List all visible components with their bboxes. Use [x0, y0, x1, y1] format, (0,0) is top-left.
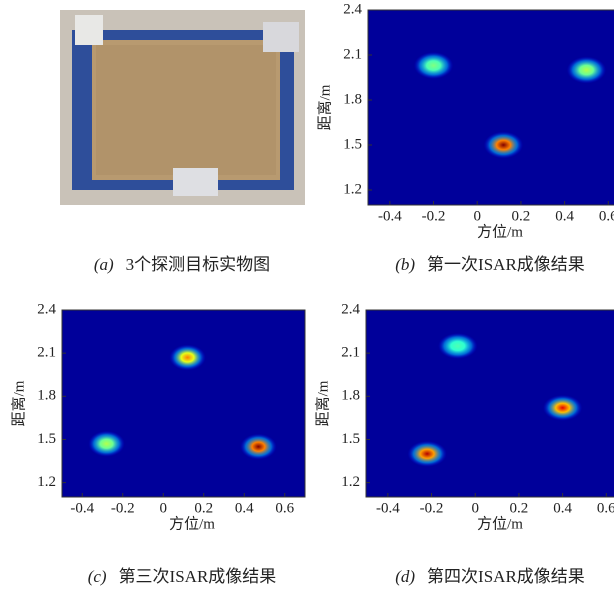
y-tick-label: 2.4	[343, 1, 362, 17]
spot	[240, 433, 277, 460]
spot	[542, 394, 583, 421]
x-tick-label: 0.4	[235, 500, 254, 516]
x-tick-label: -0.2	[111, 500, 135, 516]
x-tick-label: 0	[160, 500, 168, 516]
plot-area	[413, 52, 607, 159]
y-tick-label: 1.5	[343, 136, 362, 152]
y-tick-label: 2.1	[343, 46, 362, 62]
heatmap-panel: -0.4 -0.2 0 0.2 0.4 0.6 1.2 1.5 1.8 2.1 2.4 方位/m 距离/…	[316, 1, 614, 240]
caption-label: (c)	[88, 567, 107, 586]
x-axis-label: 方位/m	[169, 515, 215, 532]
caption-text: 第四次ISAR成像结果	[427, 567, 585, 586]
x-tick-label: 0	[473, 208, 481, 224]
x-tick-label: 0.4	[555, 208, 574, 224]
spot	[88, 430, 125, 457]
x-tick-label: -0.2	[422, 208, 446, 224]
x-tick-label: -0.4	[378, 208, 402, 224]
plot-frame	[367, 9, 614, 206]
photo	[60, 10, 305, 205]
caption: (a) 3个探测目标实物图	[94, 255, 270, 274]
caption-text: 第一次ISAR成像结果	[427, 255, 585, 274]
x-tick-label: 0.2	[194, 500, 213, 516]
spot	[169, 344, 206, 371]
y-tick-label: 1.8	[341, 388, 360, 404]
y-tick-label: 1.8	[37, 388, 56, 404]
y-tick-label: 1.5	[341, 431, 360, 447]
caption: (c) 第三次ISAR成像结果	[88, 567, 277, 586]
target-box	[75, 15, 103, 45]
x-tick-label: 0.2	[510, 500, 529, 516]
x-tick-label: 0.4	[553, 500, 572, 516]
x-tick-label: 0.2	[512, 208, 531, 224]
target-box	[263, 22, 299, 52]
x-tick-label: 0.6	[275, 500, 294, 516]
spot	[438, 333, 478, 359]
cardboard-shade	[96, 45, 276, 175]
heatmap-panel: -0.4 -0.2 0 0.2 0.4 0.6 1.2 1.5 1.8 2.1 2.4 方位/m 距离/…	[314, 301, 614, 532]
heatmap-panel: -0.4 -0.2 0 0.2 0.4 0.6 1.2 1.5 1.8 2.1 2.4 方位/m 距离/…	[10, 301, 306, 532]
y-tick-label: 1.5	[37, 431, 56, 447]
x-axis-label: 方位/m	[477, 223, 523, 240]
y-tick-label: 1.2	[341, 474, 360, 490]
caption-label: (b)	[395, 255, 415, 274]
x-tick-label: -0.2	[420, 500, 444, 516]
plot-area	[407, 333, 583, 467]
target-box	[173, 168, 218, 196]
y-tick-label: 2.1	[341, 345, 360, 361]
x-tick-label: 0	[471, 500, 479, 516]
y-axis-label: 距离/m	[316, 84, 333, 130]
plot-bg	[62, 310, 305, 497]
plot-area	[88, 344, 277, 460]
y-tick-label: 1.8	[343, 91, 362, 107]
caption-label: (d)	[395, 567, 415, 586]
x-tick-label: -0.4	[70, 500, 94, 516]
spot	[413, 52, 454, 79]
caption: (b) 第一次ISAR成像结果	[395, 255, 585, 274]
y-tick-label: 1.2	[343, 181, 362, 197]
spot	[483, 131, 524, 159]
caption-label: (a)	[94, 255, 114, 274]
x-tick-label: 0.6	[597, 500, 614, 516]
caption-text: 3个探测目标实物图	[126, 255, 271, 274]
plot-frame	[365, 309, 614, 498]
plot-bg	[368, 10, 614, 205]
y-axis-label: 距离/m	[314, 380, 331, 426]
cardboard	[92, 40, 280, 180]
x-tick-label: 0.6	[599, 208, 614, 224]
x-axis-label: 方位/m	[477, 515, 523, 532]
x-tick-label: -0.4	[376, 500, 400, 516]
caption-text: 第三次ISAR成像结果	[119, 567, 277, 586]
spot	[407, 440, 447, 467]
plot-frame	[61, 309, 306, 498]
spot	[566, 56, 607, 84]
y-axis-label: 距离/m	[10, 380, 27, 426]
charts: -0.4 -0.2 0 0.2 0.4 0.6 1.2 1.5 1.8 2.1 2.4 方位/m 距离/…	[10, 1, 614, 532]
caption: (d) 第四次ISAR成像结果	[395, 567, 585, 586]
y-tick-label: 2.1	[37, 345, 56, 361]
y-tick-label: 2.4	[341, 301, 360, 317]
y-tick-label: 2.4	[37, 301, 56, 317]
y-tick-label: 1.2	[37, 474, 56, 490]
